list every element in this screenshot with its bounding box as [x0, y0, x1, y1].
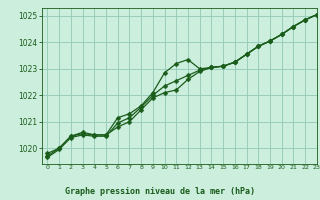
Text: Graphe pression niveau de la mer (hPa): Graphe pression niveau de la mer (hPa) — [65, 187, 255, 196]
